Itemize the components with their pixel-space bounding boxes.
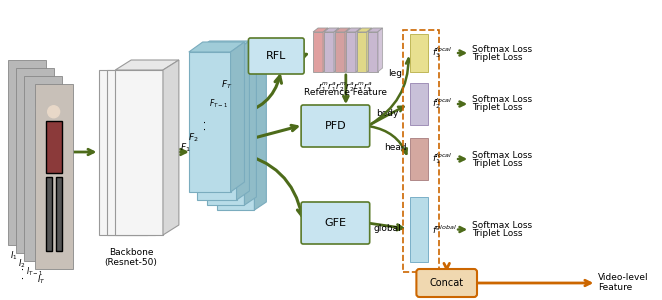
Text: Video-level: Video-level (598, 274, 649, 283)
FancyBboxPatch shape (367, 32, 377, 72)
Polygon shape (244, 42, 256, 205)
Text: Triplet Loss: Triplet Loss (472, 52, 522, 62)
Text: $F_{T-1}$: $F_{T-1}$ (209, 98, 228, 110)
FancyBboxPatch shape (8, 60, 46, 245)
FancyBboxPatch shape (301, 202, 369, 244)
Text: Softmax Loss: Softmax Loss (472, 151, 532, 160)
FancyBboxPatch shape (46, 176, 52, 250)
Polygon shape (346, 28, 361, 32)
FancyBboxPatch shape (301, 105, 369, 147)
Text: $I_{T-1}$: $I_{T-1}$ (26, 265, 43, 278)
Text: $\cdot$
$\cdot$: $\cdot$ $\cdot$ (20, 264, 24, 282)
Text: $r_1^m r_1^a r_2^m r_2^a r_3^m r_3^a$: $r_1^m r_1^a r_2^m r_2^a r_3^m r_3^a$ (318, 80, 373, 94)
Polygon shape (367, 28, 383, 32)
Text: $f_3^{local}$: $f_3^{local}$ (432, 46, 453, 61)
Text: Feature: Feature (598, 284, 632, 292)
Polygon shape (230, 42, 244, 192)
FancyBboxPatch shape (410, 83, 428, 125)
Text: Triplet Loss: Triplet Loss (472, 229, 522, 238)
Circle shape (28, 94, 42, 108)
Text: PFD: PFD (324, 121, 346, 131)
Text: Softmax Loss: Softmax Loss (472, 95, 532, 104)
Polygon shape (197, 41, 250, 50)
Polygon shape (357, 28, 371, 32)
Text: $I_2$: $I_2$ (18, 257, 26, 269)
Text: body: body (377, 109, 399, 118)
FancyBboxPatch shape (410, 138, 428, 180)
Circle shape (20, 86, 34, 100)
Text: $f^{global}$: $f^{global}$ (432, 223, 457, 236)
Polygon shape (324, 28, 339, 32)
FancyBboxPatch shape (115, 70, 163, 235)
FancyBboxPatch shape (16, 68, 54, 253)
Text: Triplet Loss: Triplet Loss (472, 158, 522, 167)
Text: Softmax Loss: Softmax Loss (472, 221, 532, 230)
Circle shape (48, 106, 60, 118)
FancyBboxPatch shape (46, 121, 62, 173)
Text: Backbone
(Resnet-50): Backbone (Resnet-50) (105, 248, 158, 267)
Polygon shape (334, 28, 339, 72)
Polygon shape (355, 28, 361, 72)
Text: head: head (384, 143, 407, 152)
Text: $f_2^{local}$: $f_2^{local}$ (432, 97, 453, 112)
Polygon shape (189, 42, 244, 52)
Text: $\cdot$
$\cdot$: $\cdot$ $\cdot$ (202, 117, 206, 134)
FancyBboxPatch shape (357, 32, 367, 72)
Text: leg: leg (389, 69, 402, 78)
FancyBboxPatch shape (107, 70, 155, 235)
Polygon shape (335, 28, 350, 32)
FancyBboxPatch shape (410, 34, 428, 72)
FancyBboxPatch shape (207, 50, 244, 205)
Text: $F_T$: $F_T$ (220, 79, 232, 91)
Polygon shape (345, 28, 350, 72)
Text: $f_1^{local}$: $f_1^{local}$ (432, 152, 453, 166)
FancyBboxPatch shape (313, 32, 323, 72)
Text: Softmax Loss: Softmax Loss (472, 44, 532, 53)
Polygon shape (115, 60, 179, 70)
Polygon shape (367, 28, 371, 72)
Text: global: global (373, 224, 401, 233)
FancyBboxPatch shape (216, 50, 254, 210)
Text: $F_1$: $F_1$ (180, 142, 191, 154)
Polygon shape (163, 60, 179, 235)
Text: GFE: GFE (324, 218, 346, 228)
Polygon shape (216, 42, 266, 50)
Polygon shape (207, 42, 256, 50)
Text: $I_1$: $I_1$ (10, 249, 17, 262)
Polygon shape (236, 41, 250, 200)
FancyBboxPatch shape (56, 176, 62, 250)
FancyBboxPatch shape (24, 76, 62, 261)
Text: RFL: RFL (266, 51, 287, 61)
FancyBboxPatch shape (346, 32, 355, 72)
Polygon shape (377, 28, 383, 72)
Polygon shape (254, 42, 266, 210)
FancyBboxPatch shape (99, 70, 147, 235)
Text: $I_T$: $I_T$ (37, 273, 45, 286)
FancyBboxPatch shape (410, 197, 428, 262)
FancyBboxPatch shape (197, 50, 236, 200)
Polygon shape (313, 28, 328, 32)
FancyBboxPatch shape (35, 84, 73, 269)
Text: $F_2$: $F_2$ (188, 132, 199, 144)
Circle shape (36, 102, 50, 116)
Text: Concat: Concat (430, 278, 464, 288)
FancyBboxPatch shape (324, 32, 334, 72)
FancyBboxPatch shape (248, 38, 304, 74)
Polygon shape (323, 28, 328, 72)
Text: Triplet Loss: Triplet Loss (472, 103, 522, 112)
FancyBboxPatch shape (335, 32, 345, 72)
FancyBboxPatch shape (416, 269, 477, 297)
FancyBboxPatch shape (189, 52, 230, 192)
Text: Reference Feature: Reference Feature (305, 88, 387, 97)
